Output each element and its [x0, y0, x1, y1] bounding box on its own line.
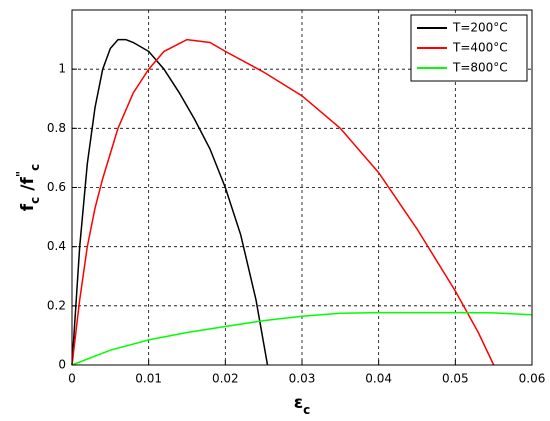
y-axis-label-part: c	[28, 164, 42, 171]
x-tick-label: 0.05	[442, 372, 469, 386]
y-tick-label: 0.8	[47, 121, 66, 135]
y-axis-label-part: "	[14, 171, 28, 177]
x-tick-label: 0.06	[519, 372, 546, 386]
y-tick-label: 1	[58, 62, 66, 76]
x-axis-label-part: c	[303, 403, 310, 417]
legend-label: T=200°C	[452, 21, 508, 35]
x-tick-label: 0	[68, 372, 76, 386]
y-axis-label-part: /f	[18, 177, 38, 197]
y-axis-label: fc /f"c	[14, 164, 42, 211]
data-line	[71, 311, 533, 366]
y-tick-label: 0	[58, 358, 66, 372]
x-tick-label: 0.01	[135, 372, 162, 386]
x-tick-label: 0.03	[289, 372, 316, 386]
x-axis-label-part: ε	[294, 393, 303, 413]
x-axis-label: εc	[294, 393, 311, 417]
legend-label: T=800°C	[452, 61, 508, 75]
y-axis-label-part: f	[18, 203, 38, 211]
y-tick-label: 0.6	[47, 180, 66, 194]
y-tick-label: 0.4	[47, 239, 66, 253]
x-tick-label: 0.04	[365, 372, 392, 386]
legend-label: T=400°C	[452, 41, 508, 55]
axes-box	[71, 9, 533, 366]
x-tick-label: 0.02	[212, 372, 239, 386]
y-axis-label-part: c	[28, 197, 42, 204]
y-tick-label: 0.2	[47, 298, 66, 312]
data-line	[71, 38, 269, 366]
data-line	[71, 38, 495, 366]
